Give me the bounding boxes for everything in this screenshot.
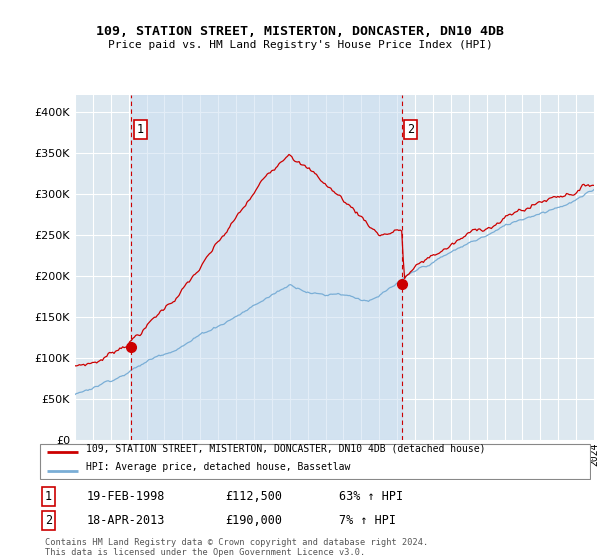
Text: 1: 1: [45, 490, 52, 503]
Text: 109, STATION STREET, MISTERTON, DONCASTER, DN10 4DB (detached house): 109, STATION STREET, MISTERTON, DONCASTE…: [86, 443, 485, 453]
Text: HPI: Average price, detached house, Bassetlaw: HPI: Average price, detached house, Bass…: [86, 462, 350, 472]
Text: 63% ↑ HPI: 63% ↑ HPI: [339, 490, 403, 503]
Text: 1: 1: [137, 123, 144, 136]
Bar: [131, 95, 401, 440]
Text: £190,000: £190,000: [225, 514, 282, 527]
Text: Price paid vs. HM Land Registry's House Price Index (HPI): Price paid vs. HM Land Registry's House …: [107, 40, 493, 50]
Text: 7% ↑ HPI: 7% ↑ HPI: [339, 514, 396, 527]
Text: 19-FEB-1998: 19-FEB-1998: [87, 490, 166, 503]
Text: 18-APR-2013: 18-APR-2013: [87, 514, 166, 527]
Text: 2: 2: [45, 514, 52, 527]
FancyBboxPatch shape: [40, 444, 590, 479]
Text: 109, STATION STREET, MISTERTON, DONCASTER, DN10 4DB: 109, STATION STREET, MISTERTON, DONCASTE…: [96, 25, 504, 38]
Text: £112,500: £112,500: [225, 490, 282, 503]
Text: Contains HM Land Registry data © Crown copyright and database right 2024.
This d: Contains HM Land Registry data © Crown c…: [45, 538, 428, 557]
Text: 2: 2: [407, 123, 414, 136]
